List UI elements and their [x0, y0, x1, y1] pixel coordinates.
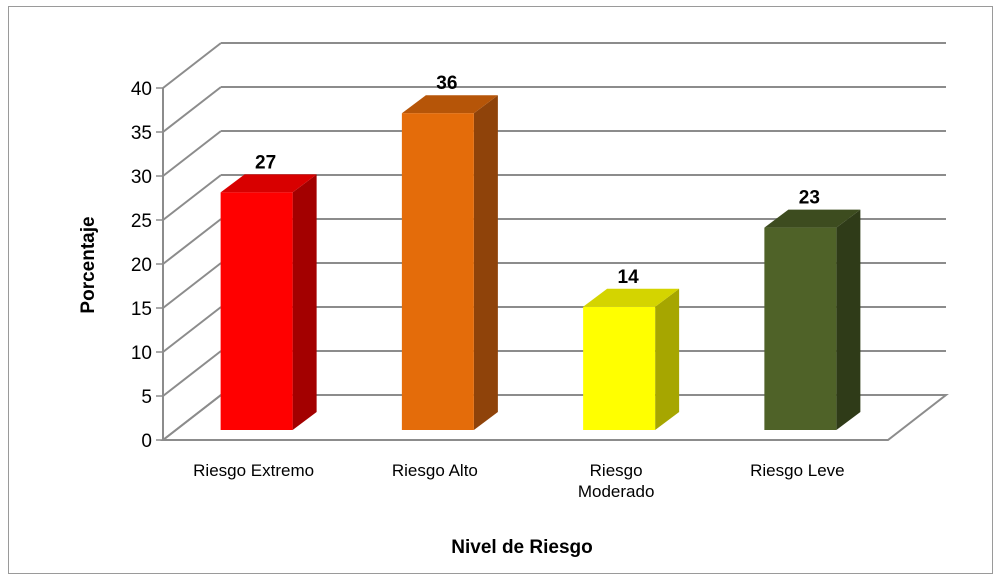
- x-tick-label: Riesgo Alto: [392, 461, 478, 480]
- text-layer: 0 5 10 15 20 25 30 35 40 27 Riesgo Extremo 36 Riesgo…: [131, 73, 845, 501]
- x-tick-label: Riesgo Leve: [750, 461, 845, 480]
- y-tick-label: 5: [141, 387, 152, 408]
- wall-diagonal: [162, 130, 222, 177]
- x-axis-title: Nivel de Riesgo: [451, 537, 593, 558]
- wall-diagonal: [162, 218, 222, 265]
- wall-diagonal: [162, 350, 222, 397]
- wall-diagonal: [162, 306, 222, 353]
- bar-top: [583, 288, 680, 307]
- y-tick-label: 40: [131, 79, 152, 100]
- x-tick-label: Riesgo: [590, 461, 643, 480]
- bar: [764, 227, 837, 430]
- data-label: 23: [799, 188, 820, 209]
- y-tick-label: 20: [131, 255, 152, 276]
- bar-top: [764, 209, 861, 228]
- wall-diagonal: [162, 174, 222, 221]
- bar: [583, 306, 656, 430]
- bar-top: [401, 95, 498, 114]
- bar-top: [220, 174, 317, 193]
- data-label: 27: [255, 152, 276, 173]
- bar-side: [292, 174, 317, 430]
- bar: [401, 113, 474, 430]
- y-tick-label: 25: [131, 211, 152, 232]
- y-tick-label: 0: [141, 431, 152, 452]
- data-label: 14: [618, 267, 640, 288]
- x-tick-label: Riesgo Extremo: [193, 461, 314, 480]
- wall-diagonal: [162, 262, 222, 309]
- wall-diagonal: [162, 86, 222, 133]
- x-tick-label: Moderado: [578, 482, 655, 501]
- bar-side: [655, 288, 680, 430]
- wall-diagonal: [162, 42, 222, 89]
- floor: [160, 394, 949, 441]
- y-tick-label: 10: [131, 343, 152, 364]
- y-tick-label: 15: [131, 299, 152, 320]
- y-tick-label: 35: [131, 123, 152, 144]
- bars-layer: [220, 95, 861, 430]
- bar: [220, 192, 293, 430]
- bar-side: [473, 95, 498, 430]
- chart-frame: [8, 6, 993, 574]
- y-axis-title: Porcentaje: [78, 216, 99, 313]
- bar-side: [836, 209, 861, 430]
- y-tick-label: 30: [131, 167, 152, 188]
- data-label: 36: [436, 73, 457, 94]
